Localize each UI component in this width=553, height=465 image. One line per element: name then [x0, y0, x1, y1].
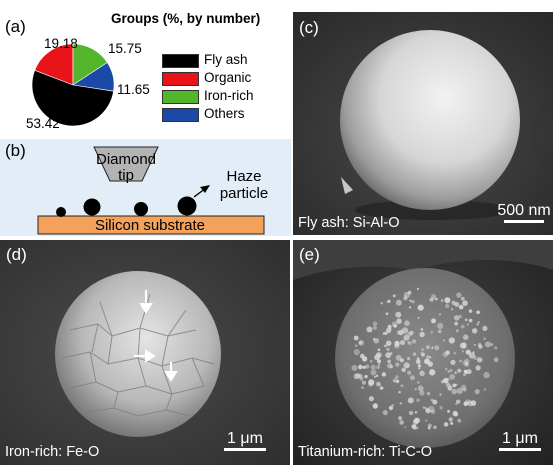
scale-bar-line [504, 220, 544, 223]
pie-value-label: 19.18 [44, 36, 78, 51]
panel-e: (e) Titanium-rich: Ti-C-O 1 μm [293, 240, 553, 465]
pie-title: Groups (%, by number) [111, 11, 261, 26]
substrate-label: Silicon substrate [95, 217, 205, 234]
panel-e-label: (e) [299, 245, 320, 264]
particle-label-line2: particle [220, 185, 268, 202]
pie-chart [31, 43, 115, 127]
panel-c-caption: Fly ash: Si-Al-O [298, 215, 400, 231]
scale-bar: 1 μm [495, 430, 545, 451]
sem-image-titanium-rich [293, 240, 553, 465]
tip-label-line2: tip [118, 167, 134, 184]
haze-particle-dot [134, 202, 148, 216]
haze-particle-dot [56, 207, 66, 217]
surface-nodules [351, 287, 499, 430]
legend-label: Others [204, 106, 245, 121]
diamond-tip-shape [93, 146, 159, 182]
substrate-shape [37, 215, 265, 235]
scale-bar: 1 μm [220, 430, 270, 451]
marker-arrows [134, 290, 178, 382]
panel-c: (c) Fly ash: Si-Al-O 500 nm [293, 12, 553, 235]
tip-label-line1: Diamond [96, 151, 156, 168]
legend-swatch [162, 108, 199, 122]
sem-image-fly-ash [293, 12, 553, 235]
scale-bar-label: 1 μm [502, 430, 538, 447]
haze-particle-dot [177, 196, 197, 216]
panel-d: (d) Iron-rich: Fe-O 1 μm [0, 240, 290, 465]
particle-label-line1: Haze [226, 168, 261, 185]
legend-swatch [162, 90, 199, 104]
legend-label: Fly ash [204, 52, 248, 67]
pie-value-label: 15.75 [108, 41, 142, 56]
panel-b: (b) Diamond tip Haze particle Silicon su… [0, 139, 291, 236]
pie-value-label: 53.42 [26, 116, 60, 131]
panel-e-caption: Titanium-rich: Ti-C-O [298, 444, 432, 460]
panel-a-label: (a) [5, 17, 26, 36]
pie-value-label: 11.65 [117, 82, 150, 97]
pie-slice-fly-ash [31, 69, 114, 127]
particle-sphere [340, 30, 520, 210]
scale-bar: 500 nm [489, 202, 553, 223]
legend-swatch [162, 72, 199, 86]
legend-label: Iron-rich [204, 88, 254, 103]
schematic-diagram: Diamond tip Haze particle Silicon substr… [37, 146, 268, 235]
scale-bar-label: 1 μm [227, 430, 263, 447]
legend-label: Organic [204, 70, 252, 85]
panel-b-label: (b) [5, 141, 26, 160]
scale-bar-label: 500 nm [497, 202, 551, 219]
sem-image-iron-rich [0, 240, 290, 465]
haze-particle-dot [83, 198, 101, 216]
scale-bar-line [499, 448, 541, 451]
legend-swatch [162, 54, 199, 68]
pie-slice-organic [34, 43, 74, 86]
panel-a: (a) Groups (%, by number) 19.18 15.75 11… [0, 0, 290, 135]
scale-bar-line [224, 448, 266, 451]
panel-d-caption: Iron-rich: Fe-O [5, 444, 100, 460]
arrow-head-icon [200, 185, 210, 193]
panel-d-label: (d) [6, 245, 27, 264]
panel-c-label: (c) [299, 18, 319, 37]
